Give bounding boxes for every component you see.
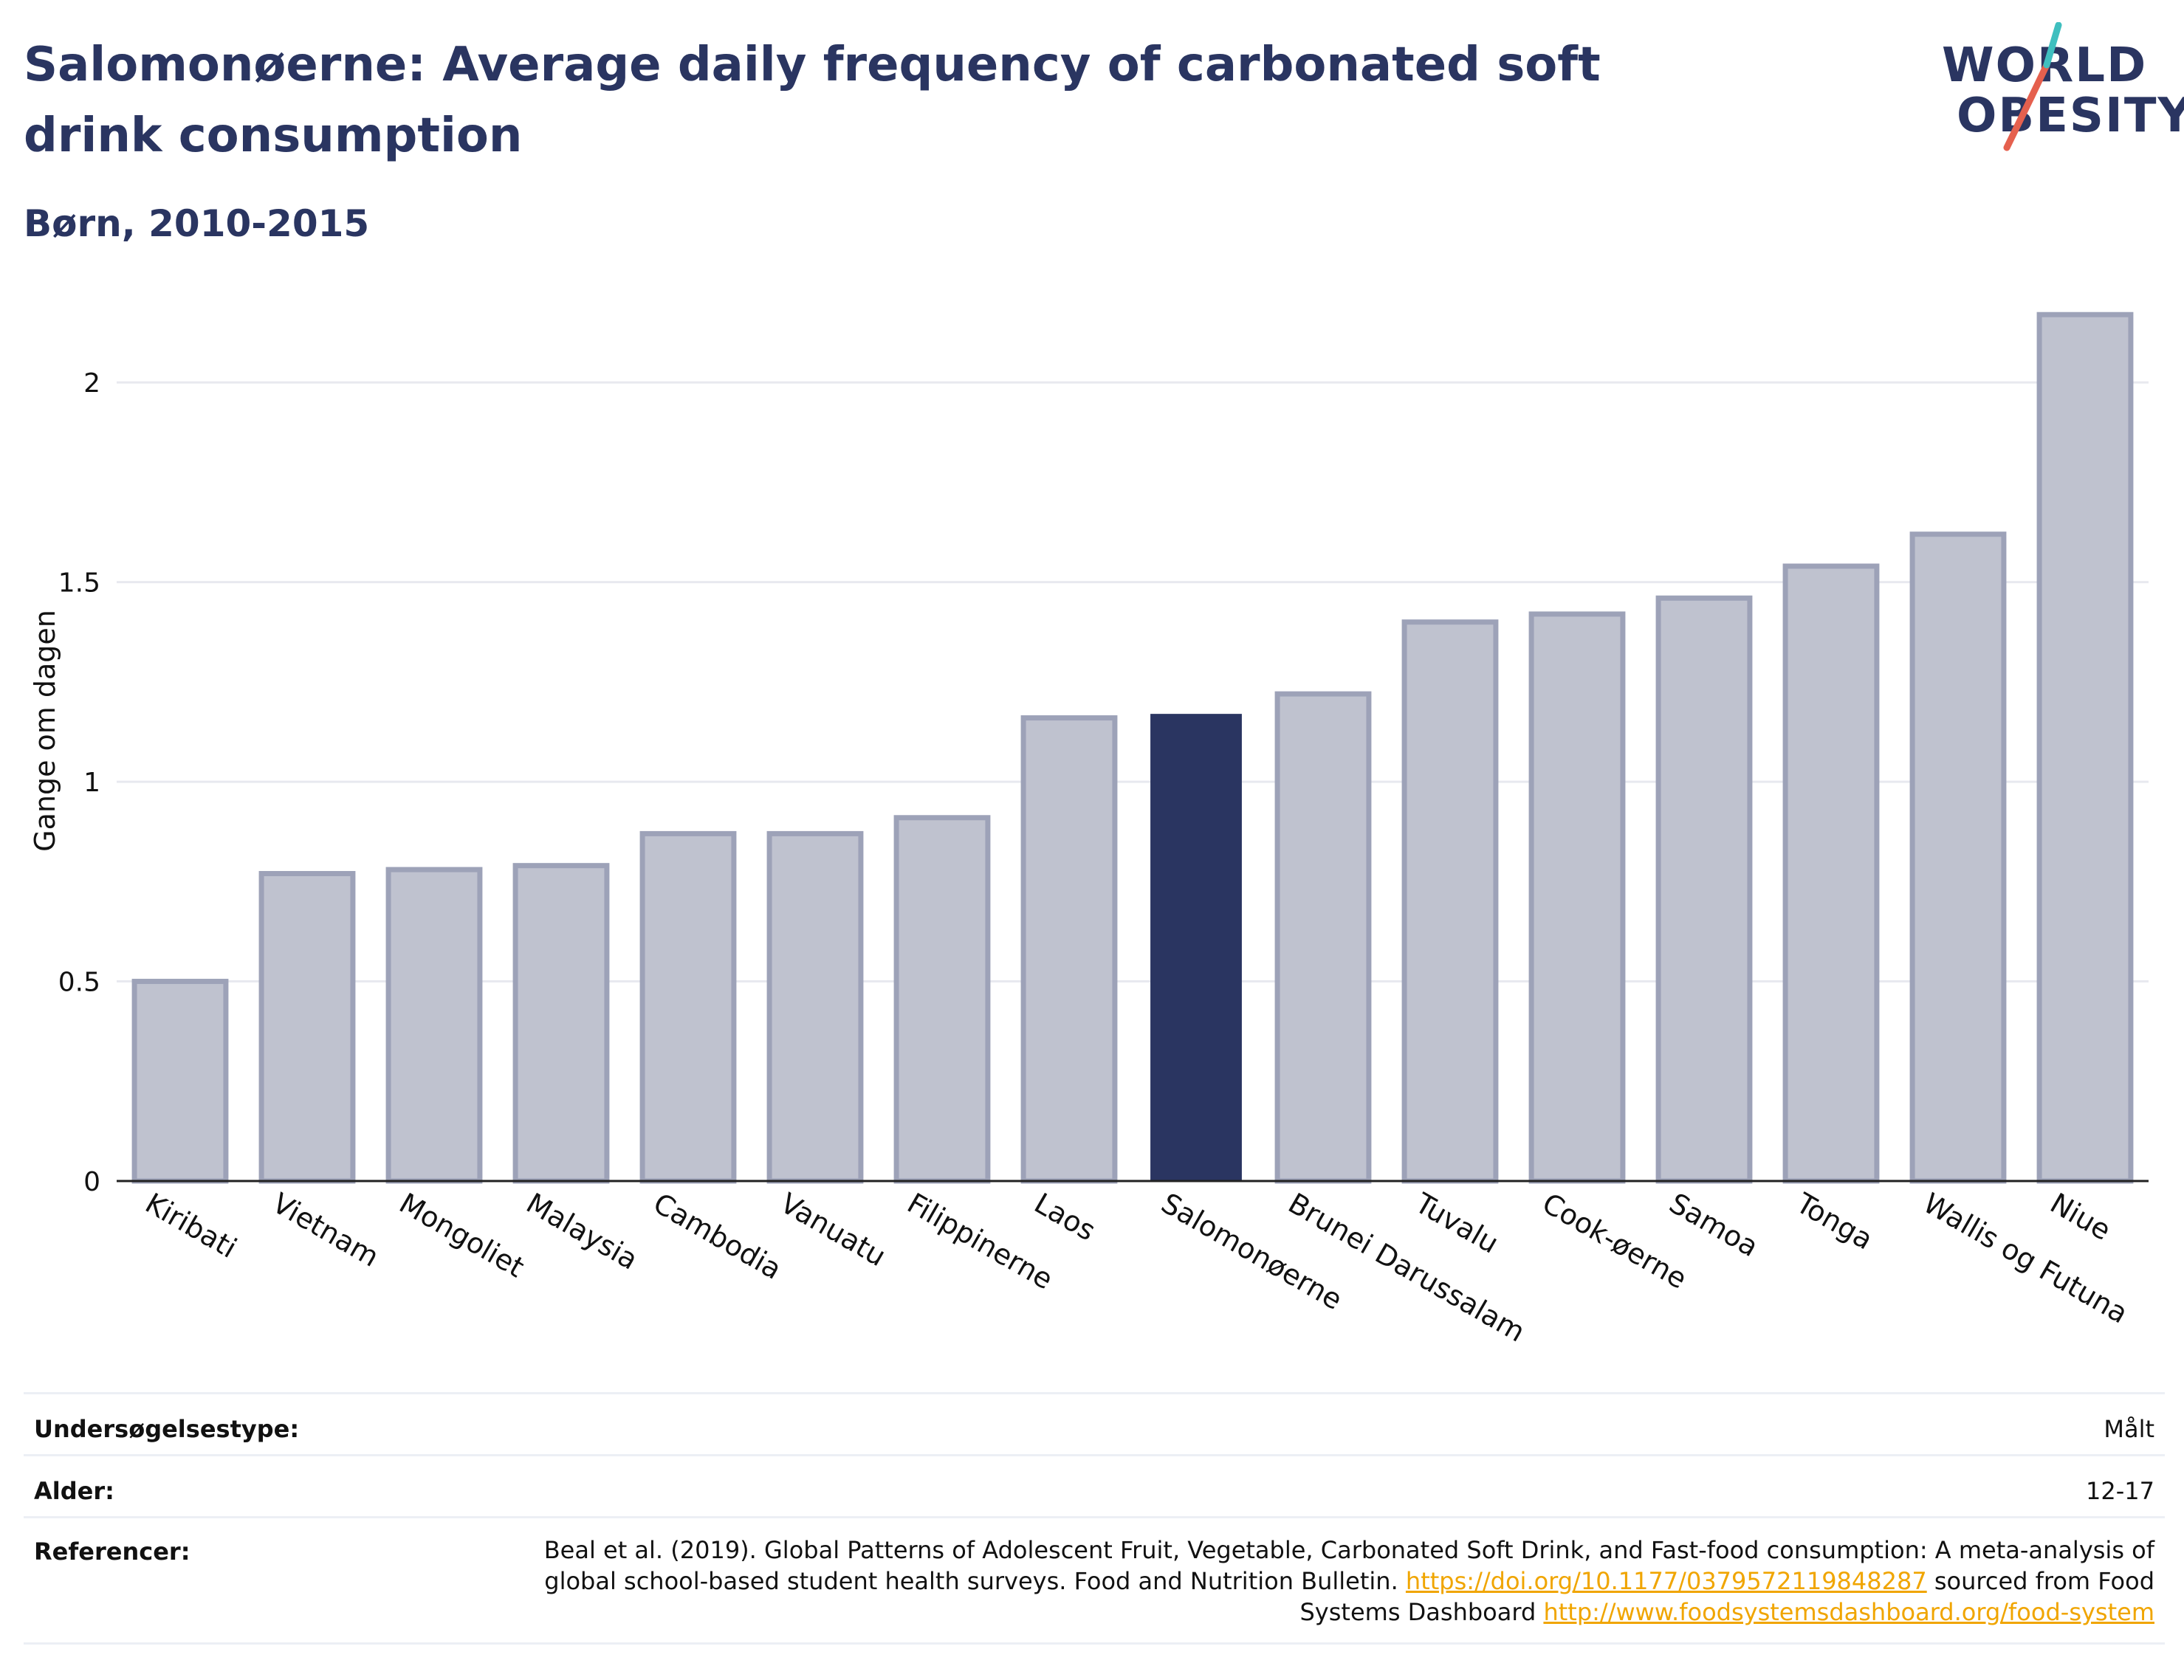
logo-line-2: OBESITY (1957, 89, 2184, 143)
survey-type-label: Undersøgelsestype: (34, 1415, 300, 1443)
y-tick-label: 0 (83, 1167, 100, 1197)
y-tick-label: 2 (83, 368, 100, 399)
x-tick-label: Mongoliet (394, 1187, 530, 1284)
y-axis-label: Gange om dagen (29, 610, 61, 852)
x-tick-label: Vietnam (267, 1187, 385, 1273)
bar-malaysia[interactable] (512, 863, 610, 1184)
bar-filippinerne[interactable] (893, 815, 991, 1184)
world-obesity-logo: WORLD OBESITY (1920, 22, 2184, 155)
x-tick-label: Kiribati (140, 1187, 243, 1264)
x-tick-label: Tonga (1790, 1186, 1878, 1256)
x-tick-label: Malaysia (521, 1187, 644, 1276)
logo-slash-icon (2003, 22, 2062, 151)
age-label: Alder: (34, 1477, 114, 1505)
x-tick-label: Wallis og Futuna (1918, 1187, 2134, 1330)
x-tick-label: Cook-øerne (1537, 1187, 1693, 1295)
x-tick-label: Tuvalu (1409, 1186, 1504, 1260)
y-tick-label: 1 (83, 768, 100, 798)
bar-salomonøerne[interactable] (1150, 714, 1242, 1181)
x-tick-label: Laos (1029, 1187, 1102, 1247)
food-systems-link[interactable]: http://www.foodsystemsdashboard.org/food… (1543, 1598, 2154, 1626)
bars (117, 311, 2149, 1184)
bar-cook-øerne[interactable] (1528, 611, 1626, 1184)
bar-wallis-og-futuna[interactable] (1909, 531, 2007, 1184)
y-tick-labels: 0 0.5 1 1.5 2 (58, 368, 100, 1197)
references-value: Beal et al. (2019). Global Patterns of A… (530, 1535, 2154, 1628)
chart-title: Salomonøerne: Average daily frequency of… (24, 38, 1601, 163)
bar-brunei-darussalam[interactable] (1274, 691, 1372, 1184)
bar-laos[interactable] (1020, 715, 1118, 1184)
x-tick-label: Brunei Darussalam (1283, 1187, 1531, 1349)
reference-text-2: sourced from Food Systems Dashboard (1299, 1567, 2154, 1626)
bar-niue[interactable] (2036, 311, 2134, 1184)
x-tick-label: Cambodia (648, 1187, 787, 1286)
bar-mongoliet[interactable] (385, 867, 483, 1184)
doi-link[interactable]: https://doi.org/10.1177/0379572119848287 (1405, 1567, 1927, 1595)
survey-type-row: Undersøgelsestype: Målt (24, 1392, 2165, 1456)
y-tick-label: 1.5 (58, 568, 100, 599)
bar-vietnam[interactable] (258, 871, 356, 1184)
age-row: Alder: 12-17 (24, 1454, 2165, 1518)
x-tick-label: Vanuatu (775, 1187, 892, 1273)
bar-vanuatu[interactable] (766, 830, 864, 1184)
bar-kiribati[interactable] (131, 979, 229, 1184)
bar-samoa[interactable] (1655, 595, 1753, 1184)
chart-subtitle: Børn, 2010-2015 (24, 202, 370, 245)
bar-tuvalu[interactable] (1401, 619, 1499, 1184)
age-value: 12-17 (2086, 1477, 2154, 1505)
y-tick-label: 0.5 (58, 968, 100, 998)
references-label: Referencer: (34, 1538, 190, 1566)
survey-type-value: Målt (2104, 1415, 2154, 1443)
bar-chart: 0 0.5 1 1.5 2 Kiribati Vietnam MongolietMalays… (29, 311, 2149, 1349)
bar-cambodia[interactable] (639, 830, 737, 1184)
x-tick-label: Samoa (1664, 1187, 1764, 1264)
x-tick-label: Niue (2045, 1187, 2117, 1247)
references-row: Referencer: Beal et al. (2019). Global P… (24, 1516, 2165, 1645)
reference-text-1: Beal et al. (2019). Global Patterns of A… (543, 1536, 2154, 1595)
bar-tonga[interactable] (1782, 563, 1880, 1184)
